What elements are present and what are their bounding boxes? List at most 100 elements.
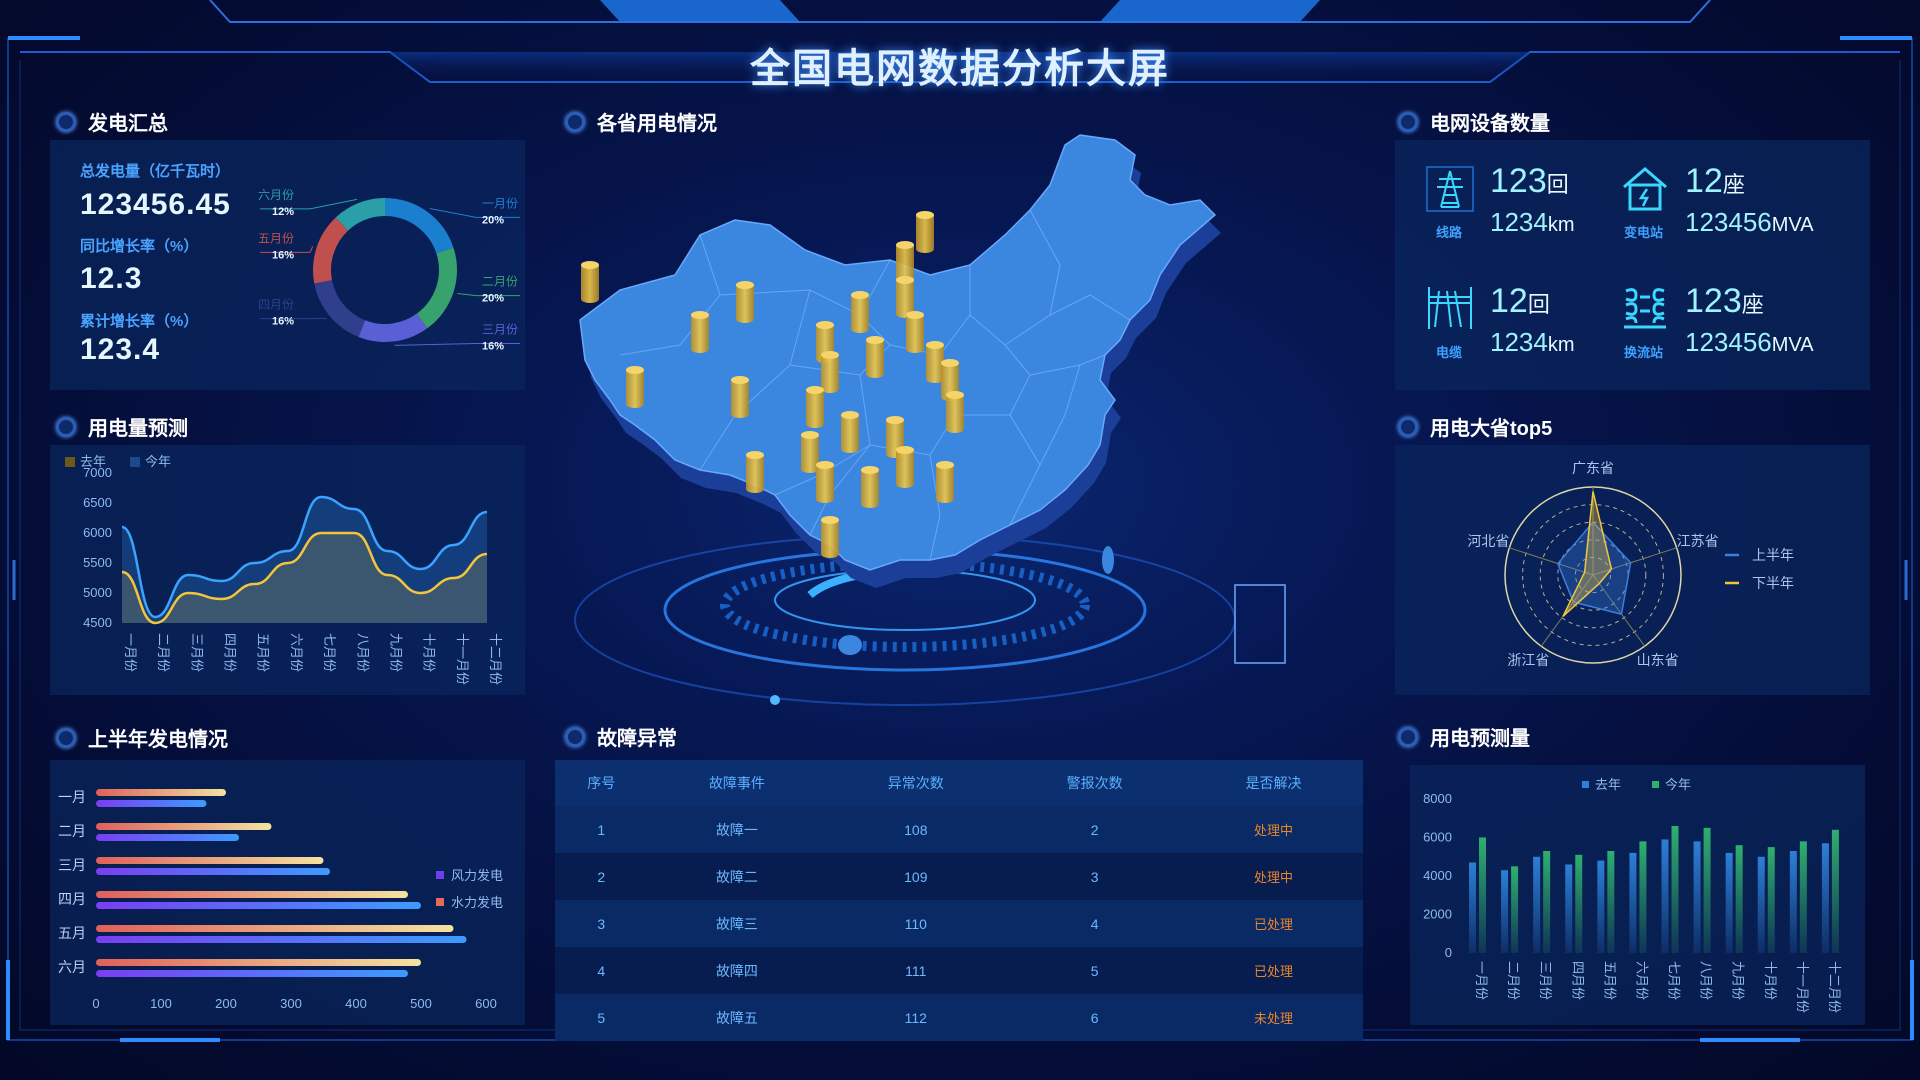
- y-tick-label: 0: [1445, 945, 1452, 960]
- usage-cylinder-top: [691, 311, 709, 319]
- col-header-alarm-count: 警报次数: [1005, 760, 1185, 806]
- hainan-island: [838, 635, 862, 655]
- usage-cylinder-top: [821, 516, 839, 524]
- bar-last-year: [1661, 839, 1669, 953]
- fault-table: 序号 故障事件 异常次数 警报次数 是否解决 1 故障一 108 2 处理中 2…: [555, 760, 1363, 1041]
- usage-cylinder-top: [896, 276, 914, 284]
- cell-status: 已处理: [1184, 900, 1363, 947]
- x-tick-label: 四月份: [223, 633, 238, 672]
- col-header-event: 故障事件: [647, 760, 827, 806]
- usage-cylinder-top: [896, 446, 914, 454]
- yoy-growth-value: 12.3: [80, 262, 143, 295]
- monthly-share-donut-chart: 一月份 20% 二月份 20% 三月份 16% 四月份 16% 五月份 16% 六月份 12%: [258, 188, 520, 352]
- y-category-label: 五月: [58, 925, 86, 941]
- donut-leader-line: [394, 342, 520, 346]
- donut-category-label: 一月份: [482, 196, 518, 210]
- bar-this-year: [1639, 841, 1647, 953]
- donut-slice: [358, 313, 428, 342]
- equipment-substation-capacity: 123456MVA: [1685, 207, 1814, 237]
- bar-this-year: [1511, 866, 1519, 953]
- usage-cylinder: [896, 450, 914, 488]
- usage-cylinder: [866, 340, 884, 378]
- series-line: [121, 531, 488, 625]
- cell-event: 故障五: [647, 994, 827, 1041]
- cumulative-growth-label: 累计增长率（%）: [80, 313, 199, 330]
- equipment-label-converter: 换流站: [1624, 345, 1664, 360]
- donut-slice: [416, 247, 457, 329]
- x-tick-label: 六月份: [1634, 961, 1649, 1000]
- bar-this-year: [1703, 827, 1711, 953]
- x-tick-label: 七月份: [1667, 961, 1682, 1000]
- donut-leader-line: [429, 208, 520, 218]
- table-row[interactable]: 1 故障一 108 2 处理中: [555, 806, 1363, 853]
- y-tick-label: 5500: [83, 555, 112, 570]
- usage-cylinder-top: [731, 376, 749, 384]
- donut-category-label: 六月份: [258, 188, 294, 202]
- cable-icon: [1428, 287, 1472, 329]
- table-row[interactable]: 5 故障五 112 6 未处理: [555, 994, 1363, 1041]
- bar-last-year: [1789, 850, 1797, 953]
- china-map[interactable]: [560, 115, 1360, 725]
- forecast-panel: [50, 445, 525, 695]
- donut-percent-label: 16%: [272, 316, 294, 328]
- usage-cylinder: [946, 395, 964, 433]
- equipment-cable-count: 12回: [1490, 282, 1550, 320]
- cell-index: 4: [555, 947, 648, 994]
- donut-percent-label: 20%: [482, 293, 504, 305]
- bar-last-year: [1821, 843, 1829, 953]
- total-generation-value: 123456.45: [80, 188, 231, 221]
- donut-slice: [313, 217, 349, 284]
- legend-label: 今年: [145, 454, 171, 469]
- china-map-land[interactable]: [579, 134, 1217, 571]
- equipment-substation-count: 12座: [1685, 162, 1745, 200]
- legend-swatch: [65, 457, 75, 467]
- bar-last-year: [1725, 852, 1733, 953]
- cell-index: 3: [555, 900, 648, 947]
- radar-series-polygon: [1562, 491, 1613, 617]
- bar-last-year: [1597, 860, 1605, 953]
- table-row[interactable]: 2 故障二 109 3 处理中: [555, 853, 1363, 900]
- usage-cylinder: [896, 280, 914, 318]
- converter-station-icon: [1624, 288, 1666, 329]
- fault-table-header: 序号 故障事件 异常次数 警报次数 是否解决: [555, 760, 1363, 806]
- usage-cylinder-top: [941, 359, 959, 367]
- usage-cylinder: [906, 315, 924, 353]
- bar-this-year: [1479, 837, 1486, 953]
- transmission-tower-icon: [1426, 166, 1474, 212]
- section-title-faults: 故障异常: [565, 722, 677, 751]
- donut-slice: [335, 198, 385, 231]
- table-row[interactable]: 4 故障四 111 5 已处理: [555, 947, 1363, 994]
- x-tick-label: 三月份: [189, 633, 204, 672]
- legend-label: 去年: [80, 454, 106, 469]
- x-tick-label: 100: [150, 996, 172, 1011]
- usage-cylinder-top: [626, 366, 644, 374]
- bar-this-year: [1607, 850, 1615, 953]
- cell-alarm-count: 6: [1005, 994, 1185, 1041]
- bar-hydro: [96, 959, 421, 966]
- x-tick-label: 五月份: [1602, 961, 1617, 1000]
- usage-cylinder: [816, 465, 834, 503]
- x-tick-label: 十二月份: [1827, 961, 1842, 1013]
- x-tick-label: 600: [475, 996, 497, 1011]
- radar-category-label: 广东省: [1572, 460, 1614, 476]
- x-tick-label: 一月份: [1474, 961, 1489, 1000]
- yoy-growth-label: 同比增长率（%）: [80, 238, 199, 255]
- x-tick-label: 十月份: [422, 633, 437, 672]
- y-tick-label: 5000: [83, 585, 112, 600]
- x-tick-label: 200: [215, 996, 237, 1011]
- donut-percent-label: 16%: [482, 340, 504, 352]
- usage-cylinder: [731, 380, 749, 418]
- donut-category-label: 三月份: [482, 322, 518, 336]
- usage-cylinder-top: [866, 336, 884, 344]
- x-tick-label: 十二月份: [488, 633, 503, 685]
- usage-cylinder-top: [946, 391, 964, 399]
- section-bullet-icon: [56, 728, 76, 748]
- table-row[interactable]: 3 故障三 110 4 已处理: [555, 900, 1363, 947]
- y-category-label: 二月: [58, 823, 86, 839]
- y-tick-label: 7000: [83, 465, 112, 480]
- cumulative-growth-value: 123.4: [80, 333, 161, 366]
- legend-label: 上半年: [1752, 547, 1794, 563]
- legend-label: 今年: [1665, 777, 1691, 792]
- donut-leader-line: [457, 292, 520, 297]
